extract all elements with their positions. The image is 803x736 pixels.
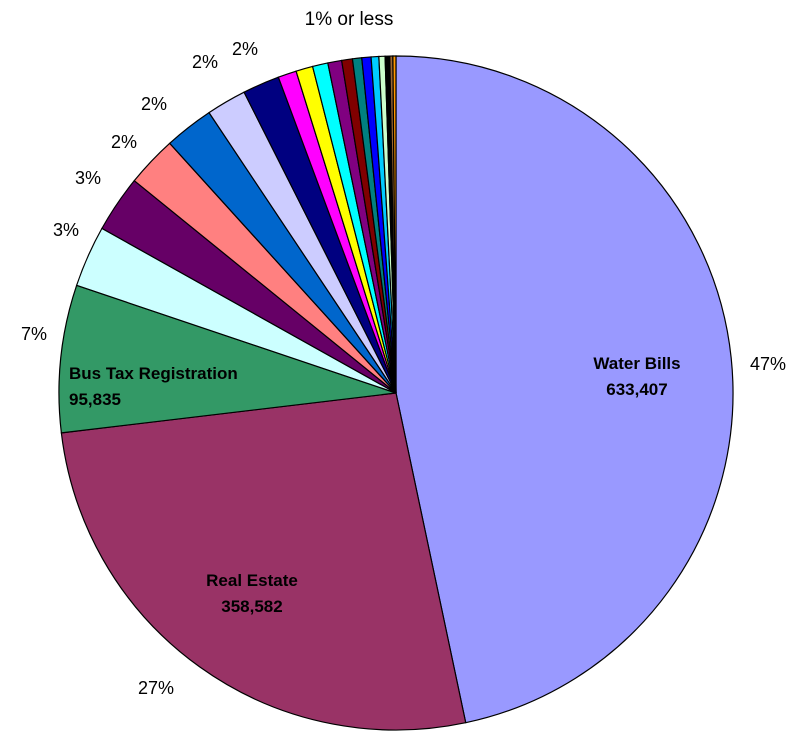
slice-value-label-0: 633,407 — [606, 380, 667, 399]
slice-name-label-0: Water Bills — [593, 354, 680, 373]
small-slices-note: 1% or less — [305, 9, 394, 30]
pie-slice-0 — [395, 55, 734, 724]
percent-label-8: 2% — [232, 39, 258, 59]
pie-slice-20 — [392, 55, 397, 394]
slice-value-label-1: 358,582 — [221, 597, 282, 616]
percent-label-5: 2% — [111, 132, 137, 152]
percent-label-4: 3% — [75, 168, 101, 188]
percent-label-6: 2% — [141, 94, 167, 114]
pie-slices — [58, 55, 734, 731]
slice-value-label-2: 95,835 — [69, 390, 121, 409]
percent-label-2: 7% — [21, 324, 47, 344]
slice-name-label-2: Bus Tax Registration — [69, 364, 238, 383]
percent-label-0: 47% — [750, 354, 786, 374]
slice-name-label-1: Real Estate — [206, 571, 298, 590]
pie-labels: Water Bills 633,407 47% Real Estate 358,582 2… — [21, 39, 786, 698]
percent-label-3: 3% — [53, 220, 79, 240]
percent-label-7: 2% — [192, 52, 218, 72]
pie-slice-1 — [60, 392, 467, 731]
pie-slice-2 — [58, 284, 397, 434]
percent-label-1: 27% — [138, 678, 174, 698]
